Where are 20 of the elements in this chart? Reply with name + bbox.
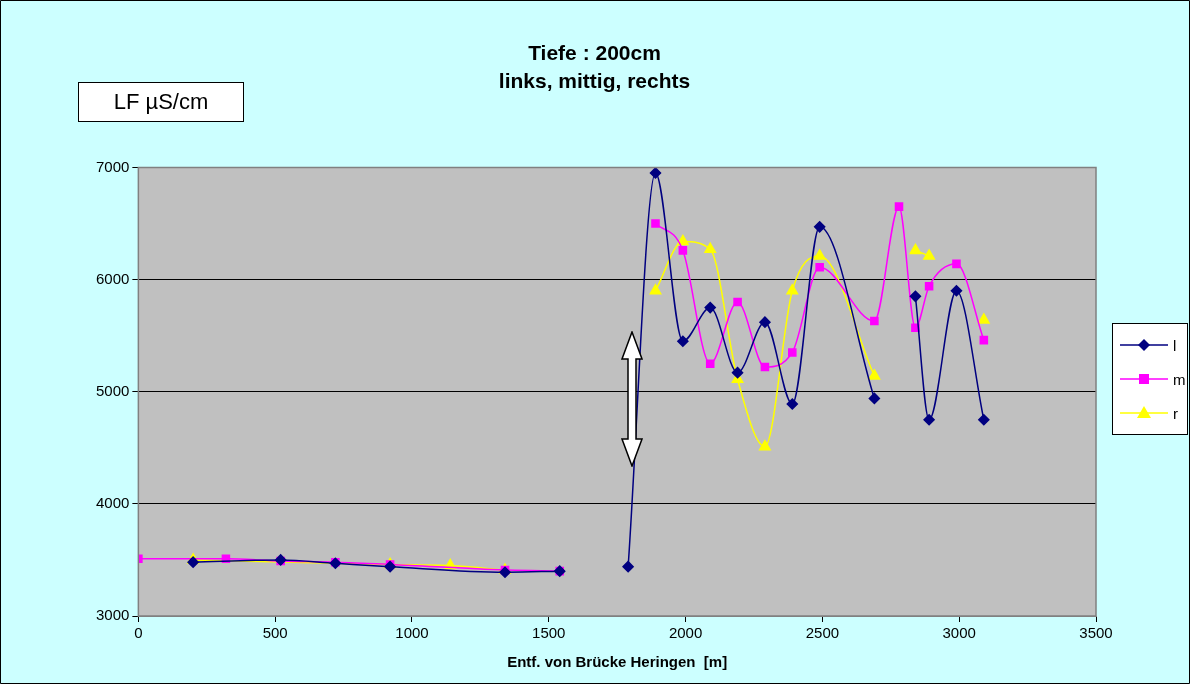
y-tick-label: 6000: [95, 269, 130, 287]
legend-label: m: [1173, 370, 1186, 388]
y-tick-label: 7000: [95, 157, 130, 175]
x-tick-label: 1500: [532, 624, 566, 642]
y-axis-title: LF µS/cm: [78, 82, 244, 122]
x-tick-label: 500: [262, 624, 288, 642]
x-tick-label: 3500: [1079, 624, 1113, 642]
x-tick-label: 3000: [942, 624, 976, 642]
x-tick-label: 1000: [395, 624, 429, 642]
y-tick-label: 4000: [95, 493, 130, 511]
x-axis-title: Entf. von Brücke Heringen [m]: [507, 653, 728, 671]
x-tick-label: 2000: [668, 624, 703, 642]
chart-title: Tiefe : 200cm: [528, 41, 661, 65]
y-tick-label: 5000: [95, 381, 130, 399]
y-tick-label: 3000: [95, 606, 130, 624]
legend-label: r: [1173, 404, 1178, 422]
x-tick-label: 2500: [805, 624, 840, 642]
legend-label: l: [1173, 336, 1177, 354]
chart-subtitle: links, mittig, rechts: [498, 68, 691, 92]
x-tick-label: 0: [134, 624, 143, 642]
